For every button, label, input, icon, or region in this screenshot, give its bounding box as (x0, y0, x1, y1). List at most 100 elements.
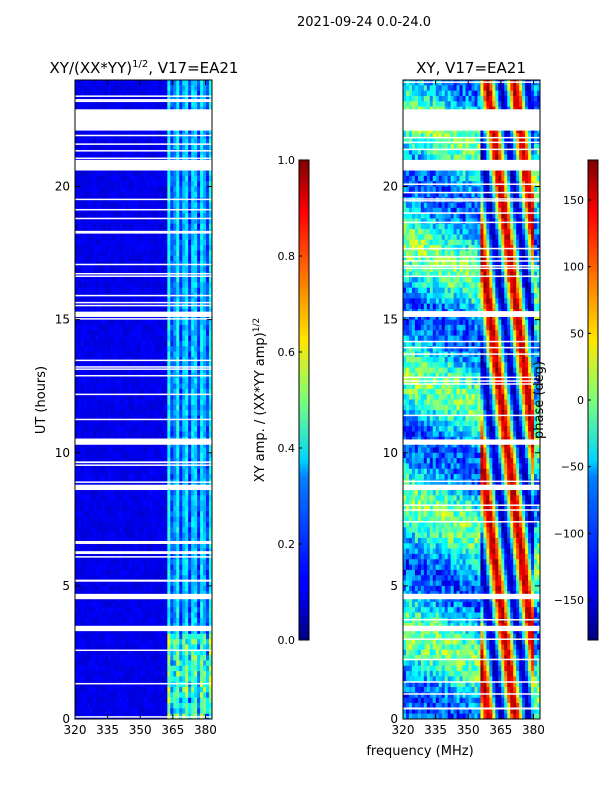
amplitude-heatmap-cell (170, 596, 174, 603)
amplitude-heatmap-cell (137, 383, 141, 390)
amplitude-heatmap-cell (122, 277, 127, 283)
amplitude-heatmap-cell (200, 612, 204, 619)
amplitude-heatmap-cell (92, 617, 97, 624)
amplitude-heatmap-cell (128, 644, 132, 651)
amplitude-heatmap-cell (143, 351, 147, 358)
amplitude-heatmap-cell (86, 250, 91, 257)
amplitude-heatmap-cell (89, 154, 94, 161)
amplitude-heatmap-cell (170, 463, 174, 470)
amplitude-heatmap-cell (101, 245, 106, 251)
amplitude-heatmap-cell (200, 314, 204, 321)
amplitude-heatmap-cell (152, 282, 156, 289)
amplitude-heatmap-cell (134, 452, 138, 459)
amplitude-heatmap-cell (194, 250, 198, 257)
amplitude-heatmap-cell (128, 649, 132, 656)
amplitude-heatmap-cell (197, 596, 201, 603)
amplitude-heatmap-cell (122, 271, 127, 278)
amplitude-heatmap-cell (116, 655, 121, 661)
amplitude-heatmap-cell (110, 101, 115, 108)
amplitude-heatmap-cell (209, 85, 213, 92)
amplitude-heatmap-cell (134, 298, 138, 305)
amplitude-heatmap-cell (77, 319, 82, 326)
amplitude-heatmap-cell (110, 388, 115, 395)
amplitude-heatmap-cell (164, 431, 168, 438)
amplitude-heatmap-cell (194, 431, 198, 438)
amplitude-heatmap-cell (194, 607, 198, 613)
amplitude-heatmap-cell (170, 271, 174, 278)
amplitude-heatmap-cell (104, 303, 109, 310)
amplitude-heatmap-cell (119, 330, 124, 336)
amplitude-heatmap-cell (125, 223, 130, 230)
amplitude-heatmap-cell (161, 410, 165, 416)
amplitude-heatmap-cell (182, 404, 186, 411)
amplitude-heatmap-cell (80, 633, 85, 640)
amplitude-heatmap-cell (188, 527, 192, 534)
amplitude-heatmap-cell (197, 255, 201, 262)
amplitude-heatmap-cell (149, 655, 153, 661)
amplitude-heatmap-cell (209, 426, 213, 432)
amplitude-heatmap-cell (113, 80, 118, 86)
amplitude-heatmap-cell (146, 245, 150, 251)
amplitude-heatmap-cell (131, 617, 135, 624)
amplitude-heatmap-cell (107, 149, 112, 155)
amplitude-heatmap-cell (209, 458, 213, 464)
amplitude-heatmap-cell (131, 543, 135, 550)
amplitude-heatmap-cell (158, 543, 162, 550)
amplitude-heatmap-cell (209, 537, 213, 544)
amplitude-heatmap-cell (137, 351, 141, 358)
amplitude-heatmap-cell (152, 330, 156, 336)
amplitude-heatmap-cell (146, 569, 150, 576)
amplitude-heatmap-cell (155, 458, 159, 464)
amplitude-heatmap-cell (77, 447, 82, 454)
amplitude-heatmap-cell (188, 490, 192, 496)
amplitude-heatmap-cell (104, 490, 109, 496)
amplitude-heatmap-cell (185, 426, 189, 432)
amplitude-heatmap-cell (188, 394, 192, 400)
amplitude-heatmap-cell (173, 532, 177, 539)
amplitude-heatmap-cell (131, 303, 135, 310)
amplitude-heatmap-cell (95, 596, 100, 603)
amplitude-heatmap-cell (179, 324, 183, 331)
amplitude-heatmap-cell (89, 250, 94, 257)
amplitude-heatmap-cell (155, 143, 159, 150)
amplitude-heatmap-cell (75, 575, 79, 581)
amplitude-heatmap-cell (158, 324, 162, 331)
amplitude-heatmap-cell (194, 80, 198, 86)
amplitude-heatmap-cell (164, 500, 168, 507)
amplitude-heatmap-cell (194, 218, 198, 225)
amplitude-heatmap-cell (164, 383, 168, 390)
amplitude-heatmap-cell (194, 202, 198, 209)
amplitude-heatmap-cell (113, 490, 118, 496)
amplitude-heatmap-cell (200, 458, 204, 464)
amplitude-heatmap-cell (134, 138, 138, 145)
amplitude-heatmap-cell (152, 154, 156, 161)
amplitude-heatmap-cell (137, 90, 141, 97)
amplitude-heatmap-cell (98, 266, 103, 273)
amplitude-heatmap-cell (203, 255, 207, 262)
amplitude-heatmap-cell (113, 223, 118, 230)
amplitude-heatmap-cell (158, 255, 162, 262)
amplitude-heatmap-cell (176, 101, 180, 108)
amplitude-heatmap-cell (98, 202, 103, 209)
amplitude-heatmap-cell (194, 521, 198, 528)
amplitude-heatmap-cell (122, 383, 127, 390)
amplitude-heatmap-cell (125, 175, 130, 182)
amplitude-heatmap-cell (128, 532, 132, 539)
amplitude-heatmap-cell (137, 410, 141, 416)
amplitude-heatmap-cell (173, 90, 177, 97)
amplitude-heatmap-cell (104, 138, 109, 145)
amplitude-heatmap-cell (98, 420, 103, 427)
amplitude-heatmap-cell (197, 213, 201, 219)
amplitude-heatmap-cell (179, 388, 183, 395)
amplitude-heatmap-cell (167, 415, 171, 422)
amplitude-heatmap-cell (125, 537, 130, 544)
amplitude-heatmap-cell (86, 314, 91, 321)
amplitude-heatmap-cell (95, 127, 100, 134)
amplitude-heatmap-cell (203, 633, 207, 640)
amplitude-heatmap-cell (80, 612, 85, 619)
amplitude-heatmap-cell (173, 537, 177, 544)
amplitude-heatmap-cell (146, 394, 150, 400)
amplitude-heatmap-cell (191, 474, 195, 480)
amplitude-heatmap-cell (125, 564, 130, 571)
amplitude-heatmap-cell (104, 218, 109, 225)
